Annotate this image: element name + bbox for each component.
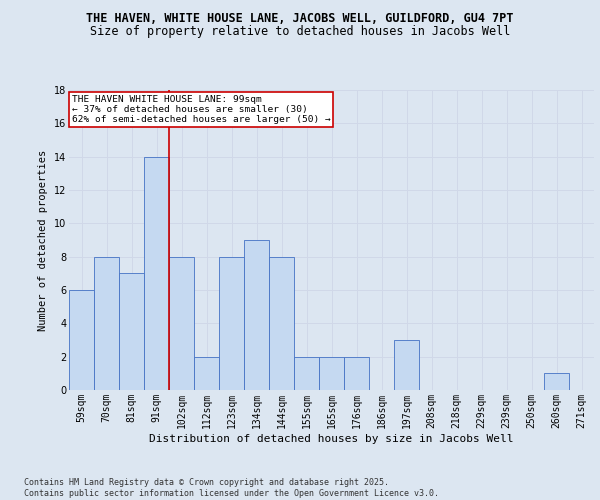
- Bar: [69, 290, 94, 390]
- Text: Size of property relative to detached houses in Jacobs Well: Size of property relative to detached ho…: [90, 25, 510, 38]
- Bar: [294, 356, 319, 390]
- Y-axis label: Number of detached properties: Number of detached properties: [38, 150, 48, 330]
- Bar: [344, 356, 369, 390]
- Bar: [269, 256, 294, 390]
- Bar: [319, 356, 344, 390]
- Text: Contains HM Land Registry data © Crown copyright and database right 2025.
Contai: Contains HM Land Registry data © Crown c…: [24, 478, 439, 498]
- Bar: [94, 256, 119, 390]
- Bar: [544, 374, 569, 390]
- Bar: [169, 256, 194, 390]
- X-axis label: Distribution of detached houses by size in Jacobs Well: Distribution of detached houses by size …: [149, 434, 514, 444]
- Text: THE HAVEN, WHITE HOUSE LANE, JACOBS WELL, GUILDFORD, GU4 7PT: THE HAVEN, WHITE HOUSE LANE, JACOBS WELL…: [86, 12, 514, 26]
- Bar: [194, 356, 219, 390]
- Bar: [219, 256, 244, 390]
- Bar: [244, 240, 269, 390]
- Bar: [119, 274, 144, 390]
- Bar: [144, 156, 169, 390]
- Text: THE HAVEN WHITE HOUSE LANE: 99sqm
← 37% of detached houses are smaller (30)
62% : THE HAVEN WHITE HOUSE LANE: 99sqm ← 37% …: [71, 94, 331, 124]
- Bar: [394, 340, 419, 390]
